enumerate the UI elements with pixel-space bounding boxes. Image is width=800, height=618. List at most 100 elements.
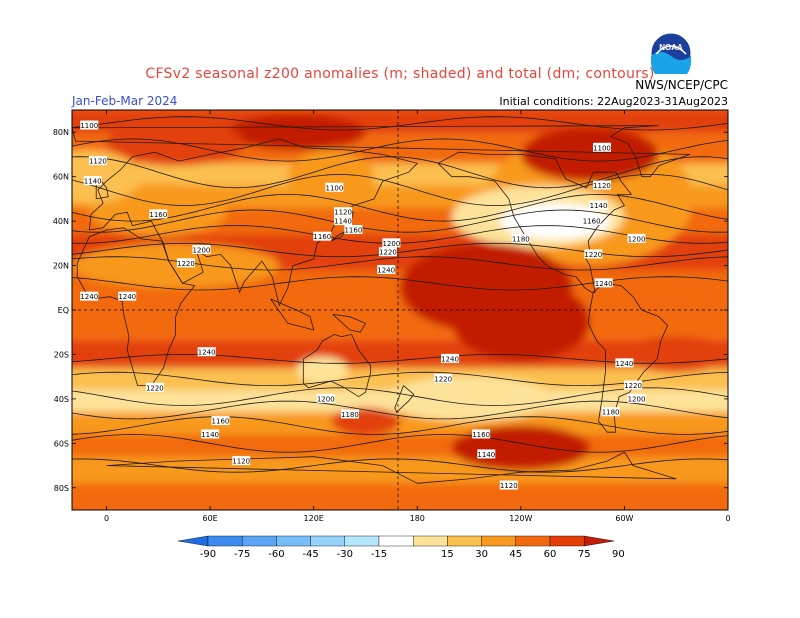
contour-label: 1200 <box>628 395 646 403</box>
contour-label: 1140 <box>590 202 608 210</box>
coastline <box>0 152 10 292</box>
legend-level-label: -75 <box>234 549 250 560</box>
contour-label: 1240 <box>441 355 459 363</box>
contour-label: 1200 <box>628 235 646 243</box>
longitude-ticks: 0 60E 120E 180 120W 60W 0 <box>104 110 731 523</box>
legend-level-label: 45 <box>509 549 522 560</box>
contour-label-bg <box>627 393 646 403</box>
legend-level-label: -15 <box>371 549 387 560</box>
latitude-ticks: 80N 60N 40N 20N EQ 20S 40S 60S 80S <box>53 128 728 493</box>
contour-label: 1140 <box>477 451 495 459</box>
contour-label-bg <box>334 216 353 226</box>
coastline <box>88 138 419 307</box>
contour-label-bg <box>601 407 620 417</box>
reference-lines <box>72 110 728 510</box>
coastline <box>587 282 669 433</box>
coastline <box>72 125 691 178</box>
contour-label-bg <box>334 207 353 217</box>
legend-level-label: -60 <box>268 549 284 560</box>
legend-swatch <box>310 535 346 547</box>
contour-line <box>72 400 728 420</box>
contour-label-bg <box>627 233 646 243</box>
contour-line <box>72 116 728 131</box>
contour-label: 1180 <box>512 235 530 243</box>
color-legend: -90 -75 -60 -45 -30 -15 15 30 45 60 75 90 <box>177 535 625 560</box>
lat-tick-label: 60N <box>53 173 69 182</box>
contour-label-bg <box>201 429 220 439</box>
lat-tick-label: 60S <box>54 439 69 448</box>
contour-label-bg <box>340 409 359 419</box>
contour-label: 1240 <box>118 293 136 301</box>
contour-label-bg <box>511 233 530 243</box>
contour-line <box>72 156 728 189</box>
forecast-period: Jan-Feb-Mar 2024 <box>72 94 178 108</box>
contour-label-bg <box>344 225 363 234</box>
contour-label-bg <box>80 120 99 130</box>
contour-label: 1160 <box>472 431 490 439</box>
lon-tick-label: 0 <box>104 514 109 523</box>
contour-label-bg <box>584 249 603 259</box>
agency-label: NWS/NCEP/CPC <box>635 78 728 92</box>
lon-tick-label: 180 <box>410 514 425 523</box>
contour-label-bg <box>145 382 164 392</box>
contour-label: 1140 <box>201 431 219 439</box>
contour-label: 1240 <box>616 360 634 368</box>
legend-swatch <box>447 535 482 547</box>
contour-label-bg <box>325 182 344 192</box>
contour-label-bg <box>197 347 216 357</box>
contour-label-bg <box>589 200 608 210</box>
noaa-logo: NOAA <box>650 32 692 74</box>
lat-tick-label: 20N <box>53 262 69 271</box>
contour-label: 1220 <box>434 375 452 383</box>
lat-tick-label: 40N <box>53 217 69 226</box>
contour-line <box>72 458 728 473</box>
contour-label: 1120 <box>232 458 250 466</box>
contour-label: 1240 <box>595 280 613 288</box>
contour-label-bg <box>441 353 460 363</box>
legend-level-label: 90 <box>612 549 625 560</box>
lon-tick-label: 60E <box>202 514 217 523</box>
contour-label: 1160 <box>313 233 331 241</box>
legend-level-label: 30 <box>475 549 488 560</box>
contour-label: 1200 <box>317 395 335 403</box>
contour-label-bg <box>624 380 643 390</box>
contour-label-bg <box>211 416 230 426</box>
contour-line <box>72 416 728 435</box>
coastline <box>0 452 55 483</box>
lat-tick-label: EQ <box>58 306 69 315</box>
contour-label-bg <box>149 209 168 219</box>
contour-label-bg <box>313 231 332 241</box>
coastline <box>437 151 633 293</box>
contour-label-bg <box>592 180 611 190</box>
contour-label: 1180 <box>602 409 620 417</box>
contour-label-bg <box>499 480 518 490</box>
coastline <box>394 385 415 413</box>
contour-label-bg <box>382 238 401 248</box>
legend-swatch <box>207 535 243 547</box>
legend-swatch <box>549 535 585 547</box>
contour-label: 1200 <box>382 240 400 248</box>
legend-level-label: -90 <box>200 549 216 560</box>
contour-label-bg <box>434 373 453 383</box>
contour-label-bg <box>118 291 137 301</box>
contour-label: 1240 <box>198 349 216 357</box>
legend-arrow-left <box>177 535 209 547</box>
legend-swatch <box>241 535 277 547</box>
legend-level-label: 15 <box>441 549 454 560</box>
legend-swatch <box>515 535 551 547</box>
contour-label: 1100 <box>325 184 343 192</box>
contour-label: 1240 <box>80 293 98 301</box>
contour-label-bg <box>592 142 611 152</box>
contour-label-bg <box>80 291 99 301</box>
contour-line <box>72 276 728 291</box>
contour-label: 1160 <box>212 418 230 426</box>
contour-label: 1140 <box>84 178 102 186</box>
contour-label: 1180 <box>341 411 359 419</box>
contour-labels: 1100112011401160120012201240110011201140… <box>80 120 646 490</box>
contour-label-bg <box>377 265 396 274</box>
contour-label: 1120 <box>500 482 518 490</box>
legend-swatch <box>413 535 448 547</box>
initial-conditions: Initial conditions: 22Aug2023-31Aug2023 <box>499 95 728 108</box>
lat-tick-label: 20S <box>54 350 69 359</box>
